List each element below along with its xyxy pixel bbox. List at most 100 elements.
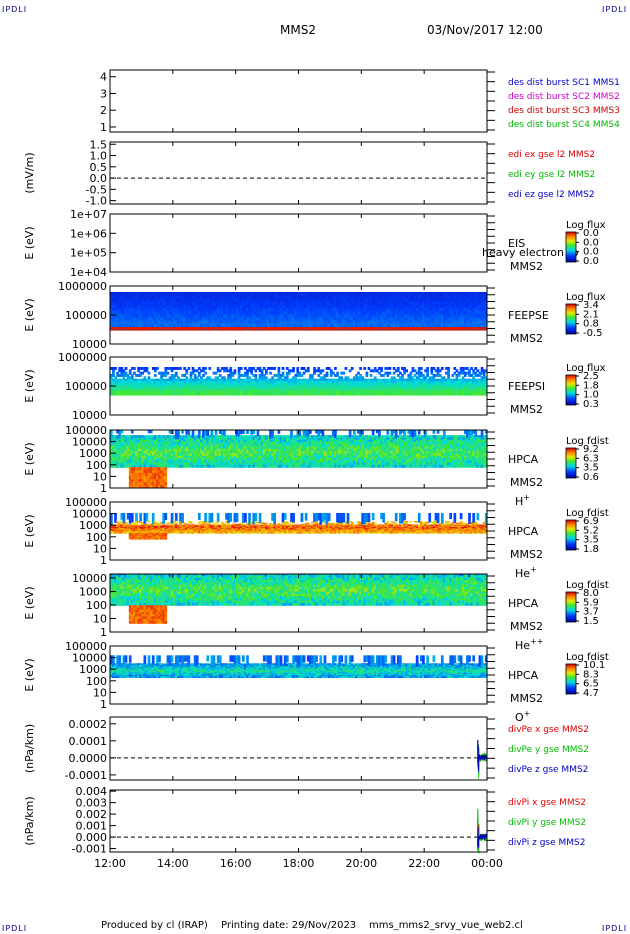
spacecraft-title: MMS2 xyxy=(280,23,316,37)
legend-entry: divPi z gse MMS2 xyxy=(508,838,585,848)
y-tick-label: 10 xyxy=(93,470,107,483)
spectrogram xyxy=(110,512,487,540)
series-line xyxy=(477,826,488,848)
spacecraft-label: MMS2 xyxy=(510,692,543,705)
species-label: He++ xyxy=(515,637,543,652)
panel-frame xyxy=(109,716,488,781)
y-tick-label: 1000 xyxy=(79,663,107,676)
y-tick-label: 0.0001 xyxy=(69,735,108,748)
colorbar-tick-label: 2.1 xyxy=(583,309,599,320)
y-tick-label: 100000 xyxy=(65,309,107,322)
colorbar-tick-label: 3.5 xyxy=(583,535,599,546)
colorbar-tick-label: 6.9 xyxy=(583,516,599,527)
colorbar-tick-label: 1.0 xyxy=(583,390,599,401)
colorbar xyxy=(565,231,577,263)
colorbar-title: Log flux xyxy=(566,292,606,303)
y-axis-label: E (eV) xyxy=(23,514,36,547)
y-tick-label: 10 xyxy=(93,686,107,699)
y-axis-label: (nPa/km) xyxy=(23,796,36,845)
colorbar-title: Log flux xyxy=(566,220,606,231)
y-tick-label: 1000 xyxy=(79,519,107,532)
y-tick-label: 0.003 xyxy=(76,797,108,810)
footer-producer: Produced by cl (IRAP) xyxy=(101,920,208,931)
corner-label-top-left: IPDLI xyxy=(2,5,28,14)
legend-entry: des dist burst SC2 MMS2 xyxy=(508,92,620,102)
datetime-title: 03/Nov/2017 12:00 xyxy=(427,23,543,37)
spacecraft-label: MMS2 xyxy=(510,332,543,345)
y-tick-label: 10000 xyxy=(72,338,107,351)
y-tick-label: 10000 xyxy=(72,409,107,422)
legend-entry: edi ey gse l2 MMS2 xyxy=(508,170,595,180)
species-superscript: ++ xyxy=(530,637,543,646)
colorbar-tick-label: 0.6 xyxy=(583,472,599,483)
y-tick-label: 100 xyxy=(86,599,107,612)
species-label: O+ xyxy=(515,709,530,724)
y-tick-label: 1.0 xyxy=(90,150,108,163)
species-superscript: + xyxy=(523,493,530,502)
colorbar-tick-label: 9.2 xyxy=(583,444,599,455)
legend-entry: divPe z gse MMS2 xyxy=(508,765,588,775)
y-tick-label: -1.0 xyxy=(86,195,107,208)
y-tick-label: -0.0001 xyxy=(65,769,107,782)
y-axis-label: E (eV) xyxy=(23,442,36,475)
y-tick-label: 0.002 xyxy=(76,808,108,821)
colorbar-tick-label: -0.5 xyxy=(583,328,603,339)
y-tick-label: 1000000 xyxy=(58,280,107,293)
y-axis-label: E (eV) xyxy=(23,298,36,331)
colorbar-tick-label: 8.0 xyxy=(583,588,599,599)
y-tick-label: 1000 xyxy=(79,447,107,460)
panel-frame xyxy=(109,213,488,273)
species-superscript: + xyxy=(524,709,531,718)
legend-entry: divPe x gse MMS2 xyxy=(508,725,589,735)
overlay-text: heavy electron to xyxy=(482,246,579,259)
legend-entry: des dist burst SC1 MMS1 xyxy=(508,78,620,88)
y-tick-label: 10000 xyxy=(72,572,107,585)
spacecraft-label: MMS2 xyxy=(510,260,543,273)
y-tick-label: 100000 xyxy=(65,380,107,393)
y-axis-label: E (eV) xyxy=(23,586,36,619)
colorbar-title: Log fdist xyxy=(566,436,609,447)
spectrogram xyxy=(110,655,487,678)
colorbar-title: Log flux xyxy=(566,363,606,374)
colorbar-tick-label: 3.4 xyxy=(583,300,599,311)
y-axis-label: E (eV) xyxy=(23,658,36,691)
x-tick-label: 16:00 xyxy=(220,857,252,870)
y-tick-label: 0.5 xyxy=(90,161,108,174)
y-tick-label: 100000 xyxy=(65,496,107,509)
y-axis-label: E (eV) xyxy=(23,226,36,259)
y-axis-label: (mV/m) xyxy=(23,152,36,193)
panel-1: 1 2 3 4 des dist burst SC1 MMS1 des dist burs… xyxy=(100,69,620,134)
series-line xyxy=(477,739,488,772)
y-tick-label: 0.0 xyxy=(90,172,108,185)
legend-entry: edi ex gse l2 MMS2 xyxy=(508,150,595,160)
colorbar-tick-label: 0.3 xyxy=(583,399,599,410)
legend-entry: des dist burst SC4 MMS4 xyxy=(508,120,620,130)
y-tick-label: 100 xyxy=(86,531,107,544)
y-tick-label: 1 xyxy=(100,482,107,495)
colorbar xyxy=(565,663,577,695)
panel-frame xyxy=(109,141,488,205)
spacecraft-label: MMS2 xyxy=(510,476,543,489)
y-tick-label: 1 xyxy=(100,626,107,639)
colorbar-tick-label: 5.9 xyxy=(583,597,599,608)
corner-label-bottom-right: IPDLI xyxy=(602,924,628,933)
colorbar-tick-label: 2.5 xyxy=(583,371,599,382)
x-tick-label: 12:00 xyxy=(94,857,126,870)
y-tick-label: 4 xyxy=(100,71,107,84)
y-tick-label: 0.001 xyxy=(76,820,108,833)
legend-entry: des dist burst SC3 MMS3 xyxy=(508,106,620,116)
panel-frame xyxy=(109,69,488,133)
spectrogram xyxy=(110,574,487,624)
species-superscript: + xyxy=(530,565,537,574)
x-tick-label: 00:00 xyxy=(471,857,503,870)
panel-4: 1000000 100000 10000 E (eV) FEEPSE MMS2 Log fl… xyxy=(23,280,606,351)
colorbar xyxy=(565,303,577,335)
instrument-label: EIS xyxy=(508,237,525,250)
y-tick-label: 1 xyxy=(100,554,107,567)
